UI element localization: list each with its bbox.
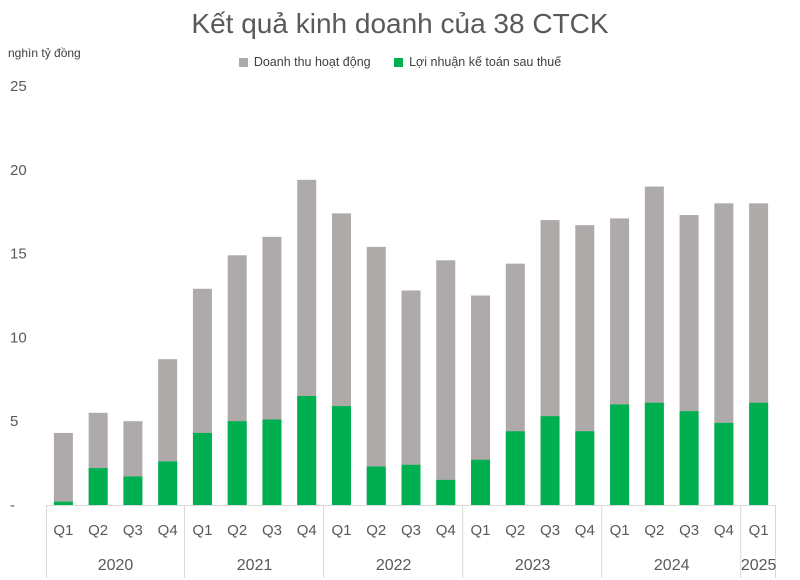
bar-profit: [575, 431, 595, 505]
x-tick-label: Q4: [158, 522, 178, 539]
x-tick-label: Q1: [53, 522, 73, 539]
x-tick-label: Q1: [610, 522, 630, 539]
bar-profit: [714, 422, 734, 505]
legend-label-profit: Lợi nhuận kế toán sau thuế: [409, 55, 562, 69]
bar-revenue: [366, 246, 386, 505]
bar-profit: [158, 461, 178, 505]
bar-profit: [331, 406, 351, 505]
bar-profit: [610, 404, 630, 505]
x-group-label: 2022: [376, 557, 412, 574]
y-axis-unit-label: nghìn tỷ đồng: [8, 46, 81, 60]
bar-profit: [192, 432, 212, 505]
x-tick-label: Q3: [262, 522, 282, 539]
y-tick-label: 20: [10, 162, 27, 179]
legend: Doanh thu hoạt động Lợi nhuận kế toán sa…: [0, 55, 800, 69]
bar-profit: [401, 464, 421, 505]
x-tick-label: Q2: [227, 522, 247, 539]
x-tick-label: Q3: [679, 522, 699, 539]
y-tick-label: 10: [10, 329, 27, 346]
bar-profit: [540, 416, 560, 505]
x-group-label: 2021: [237, 557, 273, 574]
bar-revenue: [401, 290, 421, 505]
bar-profit: [227, 421, 247, 505]
x-tick-label: Q4: [436, 522, 456, 539]
bar-profit: [644, 402, 664, 505]
legend-item-profit: Lợi nhuận kế toán sau thuế: [394, 55, 561, 69]
bar-profit: [366, 466, 386, 505]
x-group-label: 2023: [515, 557, 551, 574]
legend-swatch-profit: [394, 58, 404, 67]
bar-profit: [471, 459, 491, 505]
x-tick-label: Q4: [714, 522, 734, 539]
x-tick-label: Q1: [471, 522, 491, 539]
y-tick-label: 5: [10, 413, 18, 430]
x-tick-label: Q2: [88, 522, 108, 539]
x-group-label: 2024: [654, 557, 690, 574]
x-tick-label: Q1: [331, 522, 351, 539]
x-tick-label: Q2: [505, 522, 525, 539]
x-tick-label: Q3: [540, 522, 560, 539]
bar-profit: [123, 476, 143, 505]
x-group-label: 2025: [741, 557, 777, 574]
bar-profit: [297, 396, 317, 505]
x-tick-label: Q2: [644, 522, 664, 539]
legend-item-revenue: Doanh thu hoạt động: [238, 55, 371, 69]
bar-revenue: [53, 432, 73, 505]
bar-profit: [88, 468, 108, 505]
bar-profit: [262, 419, 282, 505]
bar-revenue: [436, 260, 456, 505]
x-tick-label: Q1: [749, 522, 769, 539]
x-tick-label: Q2: [366, 522, 386, 539]
y-tick-label: 25: [10, 78, 27, 95]
bar-revenue: [471, 295, 491, 505]
x-tick-label: Q1: [192, 522, 212, 539]
legend-label-revenue: Doanh thu hoạt động: [253, 55, 371, 69]
bar-profit: [505, 431, 525, 505]
bar-profit: [436, 479, 456, 505]
x-tick-label: Q3: [401, 522, 421, 539]
x-tick-label: Q4: [297, 522, 317, 539]
bar-profit: [53, 501, 73, 505]
x-group-label: 2020: [98, 557, 134, 574]
x-tick-label: Q4: [575, 522, 595, 539]
legend-swatch-revenue: [238, 58, 248, 67]
y-tick-label: 15: [10, 246, 27, 263]
x-tick-label: Q3: [123, 522, 143, 539]
chart-title: Kết quả kinh doanh của 38 CTCK: [191, 8, 609, 39]
y-tick-label: -: [10, 497, 15, 514]
bar-profit: [679, 411, 699, 505]
bar-profit: [749, 402, 769, 505]
